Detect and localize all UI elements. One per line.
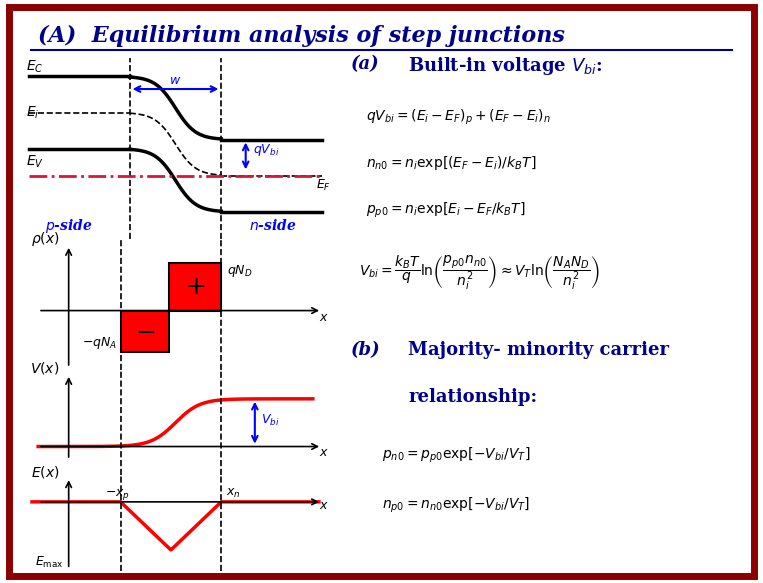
Text: $+$: $+$ [185,275,205,298]
Text: (a): (a) [351,55,380,73]
Bar [121,311,169,352]
Text: $x_n$: $x_n$ [226,486,241,500]
Text: $w$: $w$ [169,73,182,87]
Text: Built-in voltage $V_{bi}$:: Built-in voltage $V_{bi}$: [408,55,603,78]
Text: $-$: $-$ [135,319,155,343]
Text: $E_i$: $E_i$ [26,104,40,121]
Text: $V_{bi}$: $V_{bi}$ [261,413,279,428]
Text: $V_{bi} = \dfrac{k_BT}{q}\ln\!\left(\dfrac{p_{p0}n_{n0}}{n_i^2}\right)\approx V_: $V_{bi} = \dfrac{k_BT}{q}\ln\!\left(\dfr… [359,254,600,292]
Text: relationship:: relationship: [408,388,537,406]
Text: $p$-side: $p$-side [45,217,92,235]
Text: $x$: $x$ [319,311,329,324]
Text: $qN_D$: $qN_D$ [227,263,253,279]
FancyBboxPatch shape [9,7,754,576]
Text: $E_V$: $E_V$ [26,154,44,170]
Text: $qV_{bi} = (E_i - E_F)_p + (E_F - E_i)_n$: $qV_{bi} = (E_i - E_F)_p + (E_F - E_i)_n… [366,108,551,127]
Text: $x$: $x$ [319,500,329,512]
Text: $p_{p0} = n_i \exp[E_i - E_F/k_BT]$: $p_{p0} = n_i \exp[E_i - E_F/k_BT]$ [366,201,526,220]
Text: $E_F$: $E_F$ [316,178,331,193]
Text: $qV_{bi}$: $qV_{bi}$ [253,142,280,159]
Text: $E_{\rm max}$: $E_{\rm max}$ [35,555,64,570]
Text: $V(x)$: $V(x)$ [31,360,60,375]
Text: $n_{n0} = n_i \exp[(E_F - E_i)/k_BT]$: $n_{n0} = n_i \exp[(E_F - E_i)/k_BT]$ [366,154,536,173]
Text: $-x_p$: $-x_p$ [105,487,130,501]
Text: $\rho(x)$: $\rho(x)$ [31,230,60,248]
Text: $p_{n0} = p_{p0} \exp[-V_{bi}/V_T]$: $p_{n0} = p_{p0} \exp[-V_{bi}/V_T]$ [382,446,530,465]
Text: $-qN_A$: $-qN_A$ [82,335,118,351]
Text: (b): (b) [351,341,381,359]
Text: Majority- minority carrier: Majority- minority carrier [408,341,669,359]
Text: $n_{p0} = n_{n0} \exp[-V_{bi}/V_T]$: $n_{p0} = n_{n0} \exp[-V_{bi}/V_T]$ [382,496,530,515]
Bar [169,263,221,311]
Text: $E_C$: $E_C$ [26,58,43,75]
Text: $E(x)$: $E(x)$ [31,463,60,480]
Text: $n$-side: $n$-side [250,218,297,233]
Text: $x$: $x$ [319,446,329,459]
Text: (A)  Equilibrium analysis of step junctions: (A) Equilibrium analysis of step junctio… [38,25,565,47]
